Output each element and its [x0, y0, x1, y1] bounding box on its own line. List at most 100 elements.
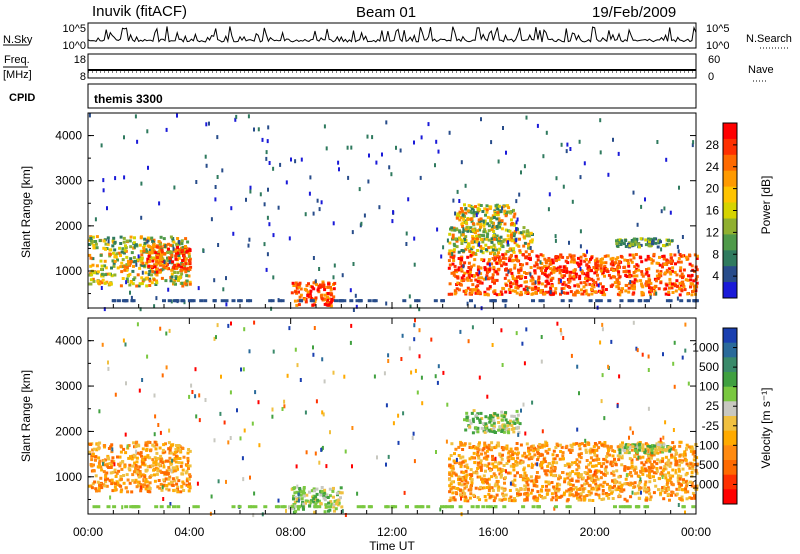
- heatmap-cell: [504, 418, 508, 422]
- heatmap-cell: [634, 269, 638, 273]
- heatmap-cell: [524, 272, 528, 275]
- scatter-cell: [410, 370, 413, 375]
- heatmap-cell: [558, 255, 562, 259]
- scatter-cell: [350, 323, 353, 328]
- heatmap-cell: [171, 484, 175, 487]
- heatmap-cell: [166, 259, 170, 263]
- heatmap-cell: [569, 487, 573, 490]
- scatter-cell: [677, 503, 680, 507]
- heatmap-cell: [134, 445, 138, 448]
- heatmap-cell: [477, 454, 480, 458]
- heatmap-cell: [95, 489, 98, 493]
- heatmap-cell: [631, 466, 634, 470]
- heatmap-cell: [661, 457, 665, 461]
- x-tick-label: 00:00: [73, 525, 103, 539]
- heatmap-cell: [472, 211, 476, 215]
- heatmap-cell: [689, 278, 693, 282]
- heatmap-cell: [325, 493, 329, 497]
- heatmap-cell: [448, 232, 452, 236]
- heatmap-cell: [478, 235, 482, 239]
- heatmap-cell: [297, 299, 301, 303]
- heatmap-cell: [514, 286, 518, 290]
- scatter-cell: [332, 221, 335, 226]
- heatmap-cell: [639, 243, 643, 247]
- heatmap-cell: [643, 450, 647, 454]
- heatmap-cell: [188, 267, 192, 271]
- heatmap-cell: [173, 457, 177, 461]
- heatmap-cell: [470, 265, 473, 269]
- heatmap-cell: [593, 271, 597, 275]
- scatter-cell: [601, 327, 604, 332]
- heatmap-cell: [602, 462, 606, 466]
- heatmap-cell: [579, 456, 583, 460]
- scatter-cell: [663, 206, 666, 211]
- heatmap-cell: [459, 456, 463, 460]
- heatmap-cell: [102, 444, 106, 448]
- heatmap-cell: [678, 463, 681, 467]
- heatmap-cell: [511, 289, 515, 293]
- heatmap-cell: [92, 447, 96, 451]
- scatter-cell: [677, 249, 680, 254]
- heatmap-cell: [546, 451, 550, 455]
- heatmap-cell: [154, 283, 158, 286]
- heatmap-cell: [646, 257, 650, 260]
- heatmap-cell: [562, 270, 566, 273]
- heatmap-cell: [666, 261, 670, 265]
- heatmap-cell: [118, 455, 122, 459]
- heatmap-cell: [476, 416, 480, 420]
- heatmap-cell: [339, 496, 342, 500]
- scatter-cell: [446, 402, 449, 407]
- heatmap-cell: [463, 499, 467, 503]
- scatter-cell: [272, 166, 275, 171]
- heatmap-cell: [462, 249, 466, 253]
- heatmap-cell: [626, 261, 630, 265]
- scatter-cell: [378, 205, 381, 210]
- scatter-cell: [515, 220, 518, 225]
- station-title: Inuvik (fitACF): [92, 3, 187, 20]
- heatmap-cell: [508, 489, 512, 492]
- heatmap-cell: [451, 262, 455, 266]
- scatter-cell: [232, 231, 235, 236]
- heatmap-cell: [463, 464, 467, 468]
- heatmap-cell: [328, 494, 332, 498]
- heatmap-cell: [625, 284, 628, 287]
- heatmap-cell: [469, 267, 473, 271]
- heatmap-cell: [630, 465, 634, 468]
- heatmap-cell: [174, 454, 178, 458]
- heatmap-cell: [674, 471, 678, 475]
- heatmap-cell: [470, 481, 474, 485]
- scatter-cell: [471, 325, 474, 330]
- heatmap-cell: [581, 487, 585, 491]
- heatmap-cell: [483, 228, 487, 232]
- heatmap-cell: [509, 255, 513, 259]
- heatmap-cell: [501, 469, 505, 472]
- heatmap-cell: [659, 272, 663, 275]
- heatmap-cell: [497, 462, 501, 466]
- scatter-cell: [565, 149, 568, 154]
- heatmap-cell: [507, 206, 511, 210]
- heatmap-cell: [122, 240, 126, 244]
- heatmap-cell: [301, 505, 305, 509]
- heatmap-cell: [330, 502, 334, 506]
- heatmap-cell: [499, 461, 503, 465]
- scatter-cell: [375, 160, 378, 165]
- heatmap-cell: [525, 262, 529, 266]
- heatmap-cell: [457, 268, 461, 272]
- heatmap-cell: [654, 241, 658, 245]
- colorbar-segment: [723, 234, 737, 251]
- scatter-cell: [501, 363, 504, 367]
- heatmap-cell: [157, 240, 161, 244]
- heatmap-cell: [543, 265, 547, 268]
- heatmap-cell: [648, 286, 651, 290]
- heatmap-cell: [452, 248, 456, 252]
- heatmap-cell: [572, 293, 576, 297]
- heatmap-cell: [98, 239, 102, 243]
- heatmap-cell: [623, 265, 627, 269]
- heatmap-cell: [144, 441, 148, 445]
- heatmap-cell: [178, 251, 182, 255]
- heatmap-cell: [679, 498, 683, 502]
- heatmap-cell: [605, 494, 609, 498]
- heatmap-cell: [693, 454, 697, 458]
- heatmap-cell: [598, 441, 602, 445]
- ground-scatter-cell: [220, 299, 225, 303]
